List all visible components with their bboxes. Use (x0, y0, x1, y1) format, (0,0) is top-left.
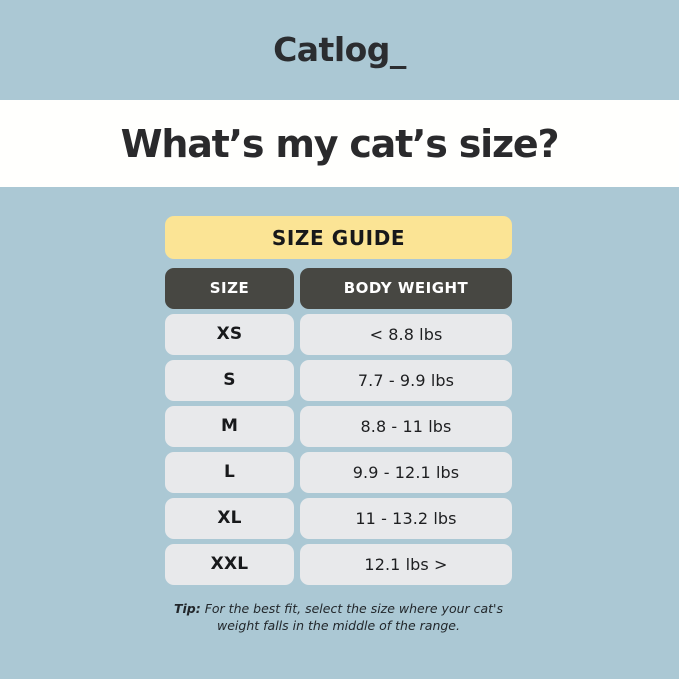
title-band: What’s my cat’s size? (0, 100, 679, 187)
cell-body-weight-label: < 8.8 lbs (369, 324, 443, 344)
cell-body-weight: 11 - 13.2 lbs (300, 498, 512, 539)
cell-body-weight: < 8.8 lbs (300, 314, 512, 355)
cell-body-weight-label: 7.7 - 9.9 lbs (357, 370, 455, 390)
cell-size-label: L (223, 462, 236, 482)
cell-body-weight-label: 8.8 - 11 lbs (360, 416, 452, 436)
column-header-size: SIZE (165, 268, 294, 309)
table-row: XS < 8.8 lbs (165, 314, 512, 355)
table-row: XL 11 - 13.2 lbs (165, 498, 512, 539)
cell-body-weight-label: 9.9 - 12.1 lbs (352, 462, 460, 482)
cell-size-label: XL (217, 508, 242, 528)
cell-size-label: XS (216, 324, 243, 344)
size-guide-table: SIZE BODY WEIGHT XS < 8.8 lbs S (165, 268, 512, 585)
cell-size-label: XXL (210, 554, 249, 574)
tip-note: Tip: For the best fit, select the size w… (165, 601, 512, 635)
cell-body-weight: 9.9 - 12.1 lbs (300, 452, 512, 493)
cell-size-label: M (220, 416, 239, 436)
cell-body-weight: 12.1 lbs > (300, 544, 512, 585)
cell-size: XXL (165, 544, 294, 585)
column-header-size-label: SIZE (209, 279, 250, 297)
table-row: L 9.9 - 12.1 lbs (165, 452, 512, 493)
tip-label: Tip: (173, 601, 201, 616)
tip-text: For the best fit, select the size where … (200, 601, 504, 633)
cell-body-weight-label: 11 - 13.2 lbs (355, 508, 457, 528)
column-header-body-weight-label: BODY WEIGHT (343, 279, 469, 297)
table-row: S 7.7 - 9.9 lbs (165, 360, 512, 401)
brand-band: Catlog_ (0, 0, 679, 100)
cell-size: S (165, 360, 294, 401)
brand-logo: Catlog_ (273, 29, 406, 69)
cell-size: XS (165, 314, 294, 355)
cell-size: L (165, 452, 294, 493)
cell-body-weight-label: 12.1 lbs > (364, 554, 448, 574)
size-guide-banner: SIZE GUIDE (165, 216, 512, 259)
cell-size: XL (165, 498, 294, 539)
cell-size: M (165, 406, 294, 447)
cell-size-label: S (223, 370, 236, 390)
size-guide-card: SIZE GUIDE SIZE BODY WEIGHT XS < 8.8 lbs (165, 216, 512, 635)
cell-body-weight: 8.8 - 11 lbs (300, 406, 512, 447)
cell-body-weight: 7.7 - 9.9 lbs (300, 360, 512, 401)
table-row: M 8.8 - 11 lbs (165, 406, 512, 447)
page-title: What’s my cat’s size? (120, 121, 560, 166)
column-header-body-weight: BODY WEIGHT (300, 268, 512, 309)
table-row: XXL 12.1 lbs > (165, 544, 512, 585)
table-header-row: SIZE BODY WEIGHT (165, 268, 512, 309)
size-guide-banner-label: SIZE GUIDE (271, 225, 406, 250)
